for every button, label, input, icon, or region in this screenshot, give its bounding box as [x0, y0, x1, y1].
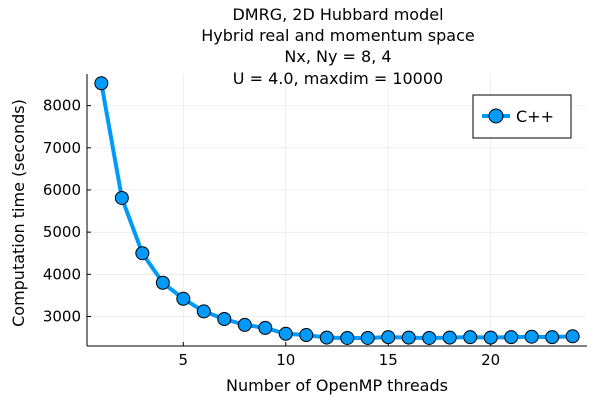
- data-point-18: [443, 331, 456, 344]
- data-point-8: [238, 318, 251, 331]
- data-point-2: [115, 191, 128, 204]
- legend: C++: [473, 95, 571, 138]
- title-line-4: U = 4.0, maxdim = 10000: [233, 69, 443, 88]
- chart-title: DMRG, 2D Hubbard model Hybrid real and m…: [201, 5, 474, 88]
- x-tick-label-5: 5: [179, 351, 189, 369]
- data-point-6: [197, 305, 210, 318]
- data-point-1: [95, 77, 108, 90]
- data-point-21: [505, 331, 518, 344]
- legend-marker: [489, 109, 503, 123]
- y-tick-label-6000: 6000: [43, 181, 81, 199]
- y-tick-labels: 3000 4000 5000 6000 7000 8000: [43, 97, 81, 326]
- legend-label-cpp: C++: [516, 107, 554, 126]
- data-point-4: [156, 276, 169, 289]
- y-tick-label-4000: 4000: [43, 265, 81, 283]
- data-point-16: [402, 331, 415, 344]
- data-point-3: [136, 247, 149, 260]
- data-point-23: [546, 331, 559, 344]
- data-point-15: [382, 331, 395, 344]
- title-line-1: DMRG, 2D Hubbard model: [232, 5, 443, 24]
- data-point-5: [177, 292, 190, 305]
- x-tick-labels: 5 10 15 20: [179, 351, 501, 369]
- y-tick-label-8000: 8000: [43, 97, 81, 115]
- data-point-20: [484, 331, 497, 344]
- data-point-14: [361, 331, 374, 344]
- data-point-17: [423, 331, 436, 344]
- x-tick-label-20: 20: [481, 351, 500, 369]
- data-point-22: [525, 330, 538, 343]
- data-point-12: [320, 331, 333, 344]
- y-tick-label-7000: 7000: [43, 139, 81, 157]
- y-axis-label: Computation time (seconds): [9, 99, 28, 327]
- data-point-10: [279, 327, 292, 340]
- data-point-13: [341, 331, 354, 344]
- data-point-11: [300, 329, 313, 342]
- y-tick-label-5000: 5000: [43, 223, 81, 241]
- title-line-3: Nx, Ny = 8, 4: [284, 47, 391, 66]
- data-point-24: [566, 330, 579, 343]
- data-point-7: [218, 313, 231, 326]
- title-line-2: Hybrid real and momentum space: [201, 26, 474, 45]
- data-point-9: [259, 321, 272, 334]
- x-tick-label-15: 15: [379, 351, 398, 369]
- x-axis-label: Number of OpenMP threads: [226, 376, 448, 395]
- data-point-19: [464, 331, 477, 344]
- y-tick-label-3000: 3000: [43, 307, 81, 325]
- x-tick-label-10: 10: [276, 351, 295, 369]
